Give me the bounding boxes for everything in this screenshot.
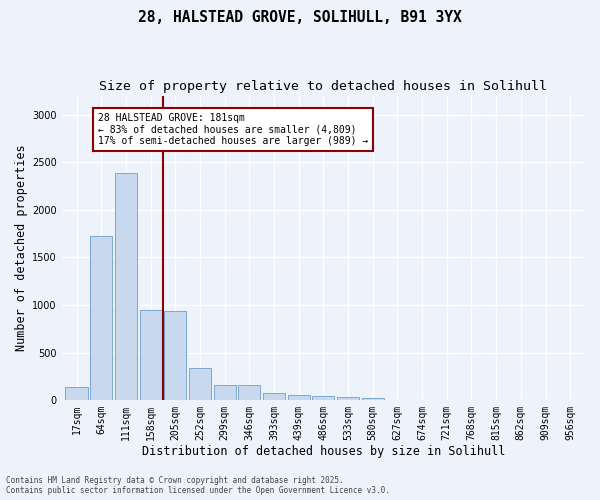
Bar — [312, 396, 334, 400]
X-axis label: Distribution of detached houses by size in Solihull: Distribution of detached houses by size … — [142, 444, 505, 458]
Bar — [140, 310, 162, 400]
Text: Contains HM Land Registry data © Crown copyright and database right 2025.
Contai: Contains HM Land Registry data © Crown c… — [6, 476, 390, 495]
Y-axis label: Number of detached properties: Number of detached properties — [15, 144, 28, 351]
Title: Size of property relative to detached houses in Solihull: Size of property relative to detached ho… — [100, 80, 547, 93]
Bar — [164, 310, 187, 400]
Text: 28, HALSTEAD GROVE, SOLIHULL, B91 3YX: 28, HALSTEAD GROVE, SOLIHULL, B91 3YX — [138, 10, 462, 25]
Text: 28 HALSTEAD GROVE: 181sqm
← 83% of detached houses are smaller (4,809)
17% of se: 28 HALSTEAD GROVE: 181sqm ← 83% of detac… — [98, 112, 368, 146]
Bar — [362, 398, 384, 400]
Bar — [65, 387, 88, 400]
Bar — [337, 398, 359, 400]
Bar — [214, 385, 236, 400]
Bar — [238, 385, 260, 400]
Bar — [115, 172, 137, 400]
Bar — [90, 236, 112, 400]
Bar — [287, 396, 310, 400]
Bar — [189, 368, 211, 400]
Bar — [263, 392, 285, 400]
